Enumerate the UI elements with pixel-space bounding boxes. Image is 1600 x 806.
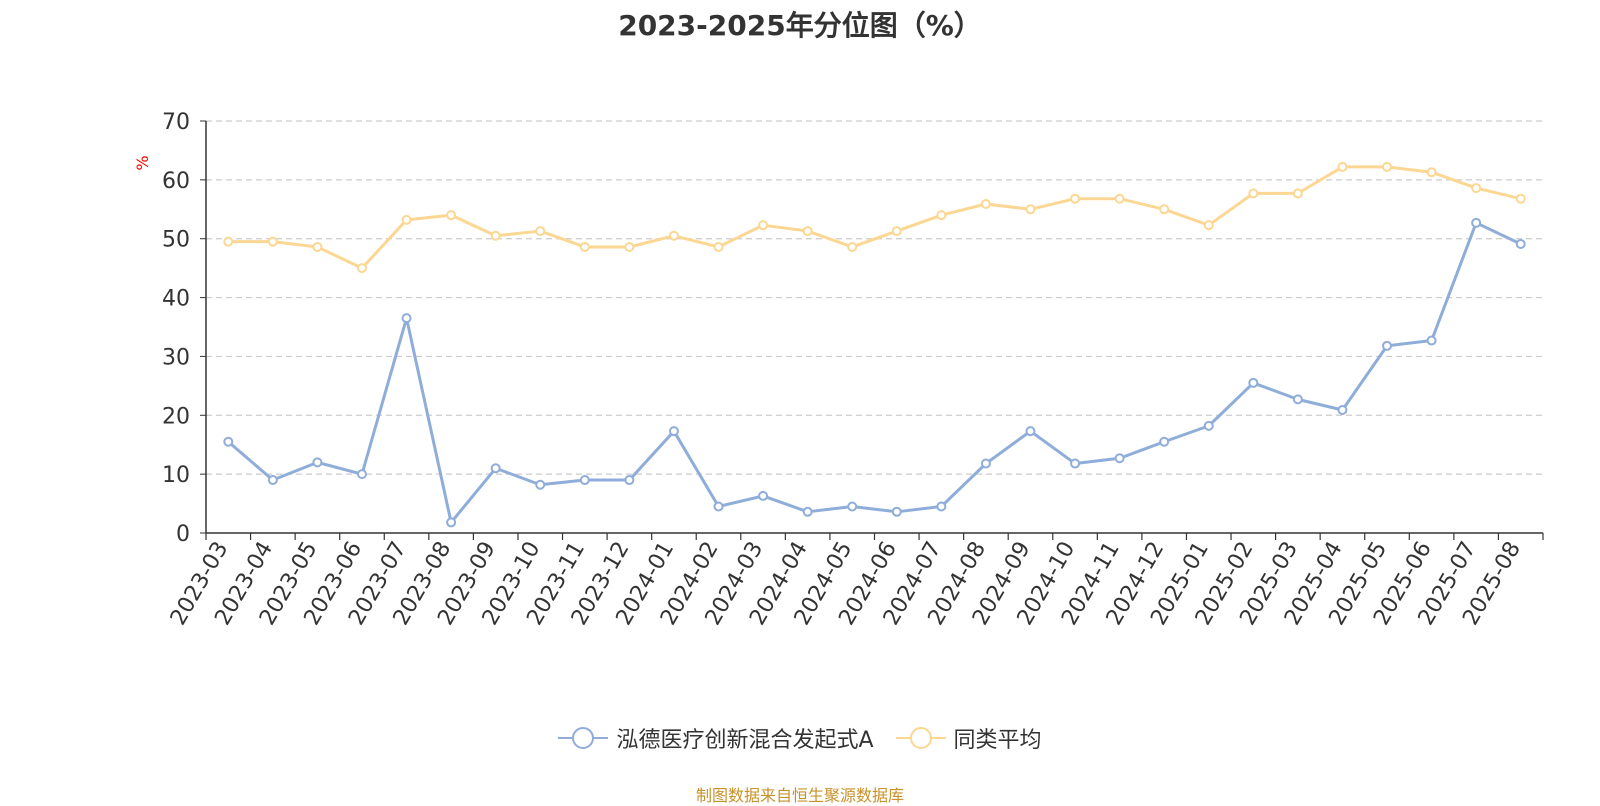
y-axis-unit-label: % xyxy=(133,155,152,170)
data-source-note: 制图数据来自恒生聚源数据库 xyxy=(695,786,904,805)
series-1-point xyxy=(1471,217,1482,228)
series-1-point xyxy=(802,506,813,517)
series-2-point xyxy=(1114,193,1125,204)
series-1-point xyxy=(980,458,991,469)
series-2-point xyxy=(1426,167,1437,178)
series-2-point xyxy=(980,198,991,209)
y-tick-label: 20 xyxy=(162,404,190,429)
series-1-point xyxy=(1292,394,1303,405)
series-2-point xyxy=(758,220,769,231)
legend-item-series-2[interactable]: 同类平均 xyxy=(895,722,1042,754)
y-tick-label: 50 xyxy=(162,228,190,253)
series-2-point xyxy=(1471,183,1482,194)
series-2-point xyxy=(1515,193,1526,204)
series-2-point xyxy=(802,226,813,237)
series-1-point xyxy=(1159,436,1170,447)
series-1-point xyxy=(1114,453,1125,464)
chart-legend: 泓德医疗创新混合发起式A 同类平均 xyxy=(0,722,1600,754)
series-1-point xyxy=(267,475,278,486)
series-2-point xyxy=(1025,204,1036,215)
series-1-point xyxy=(668,426,679,437)
series-1-point xyxy=(1070,458,1081,469)
series-2-point xyxy=(1382,161,1393,172)
y-tick-label: 30 xyxy=(162,345,190,370)
series-2-point xyxy=(1203,220,1214,231)
legend-marker-series-1 xyxy=(558,727,609,749)
series-1-point xyxy=(579,475,590,486)
legend-label-series-1: 泓德医疗创新混合发起式A xyxy=(616,728,874,753)
series-1-point xyxy=(713,501,724,512)
series-1-point xyxy=(1515,239,1526,250)
series-1-point xyxy=(535,479,546,490)
series-2-point xyxy=(713,241,724,252)
y-tick-label: 10 xyxy=(162,463,190,488)
series-1-point xyxy=(624,475,635,486)
y-tick-label: 60 xyxy=(162,169,190,194)
y-tick-label: 40 xyxy=(162,287,190,312)
series-1-point xyxy=(312,457,323,468)
series-1-point xyxy=(1248,377,1259,388)
series-2-point xyxy=(1292,188,1303,199)
series-1-point xyxy=(847,501,858,512)
series-1-point xyxy=(446,517,457,528)
series-2-point xyxy=(1159,204,1170,215)
series-2-point xyxy=(223,236,234,247)
series-1-point xyxy=(1426,335,1437,346)
series-2-point xyxy=(401,214,412,225)
y-tick-label: 70 xyxy=(162,110,190,135)
series-2-point xyxy=(624,241,635,252)
series-1-point xyxy=(1203,420,1214,431)
series-line-2 xyxy=(228,165,1522,270)
series-1-point xyxy=(356,469,367,480)
series-1-point xyxy=(223,436,234,447)
y-tick-label: 0 xyxy=(176,522,190,547)
series-2-point xyxy=(312,241,323,252)
series-2-point xyxy=(936,210,947,221)
legend-item-series-1[interactable]: 泓德医疗创新混合发起式A xyxy=(558,722,874,754)
series-1-point xyxy=(891,506,902,517)
series-2-point xyxy=(1248,188,1259,199)
series-2-point xyxy=(668,230,679,241)
line-chart: 010203040506070%2023-032023-042023-05202… xyxy=(133,110,1544,630)
series-2-point xyxy=(356,263,367,274)
series-1-point xyxy=(490,463,501,474)
series-2-point xyxy=(267,236,278,247)
series-2-point xyxy=(891,226,902,237)
series-1-point xyxy=(1337,404,1348,415)
series-2-point xyxy=(1337,161,1348,172)
series-1-point xyxy=(401,313,412,324)
series-2-point xyxy=(446,210,457,221)
chart-title: 2023-2025年分位图（%） xyxy=(618,9,982,42)
series-2-point xyxy=(535,226,546,237)
series-1-point xyxy=(758,490,769,501)
series-line-1 xyxy=(227,221,1522,524)
series-1-point xyxy=(1025,426,1036,437)
series-2-point xyxy=(1070,193,1081,204)
series-2-point xyxy=(490,230,501,241)
legend-marker-series-2 xyxy=(895,727,946,749)
series-2-point xyxy=(579,241,590,252)
series-1-point xyxy=(936,501,947,512)
series-2-point xyxy=(847,241,858,252)
series-1-point xyxy=(1382,340,1393,351)
legend-label-series-2: 同类平均 xyxy=(953,728,1042,753)
